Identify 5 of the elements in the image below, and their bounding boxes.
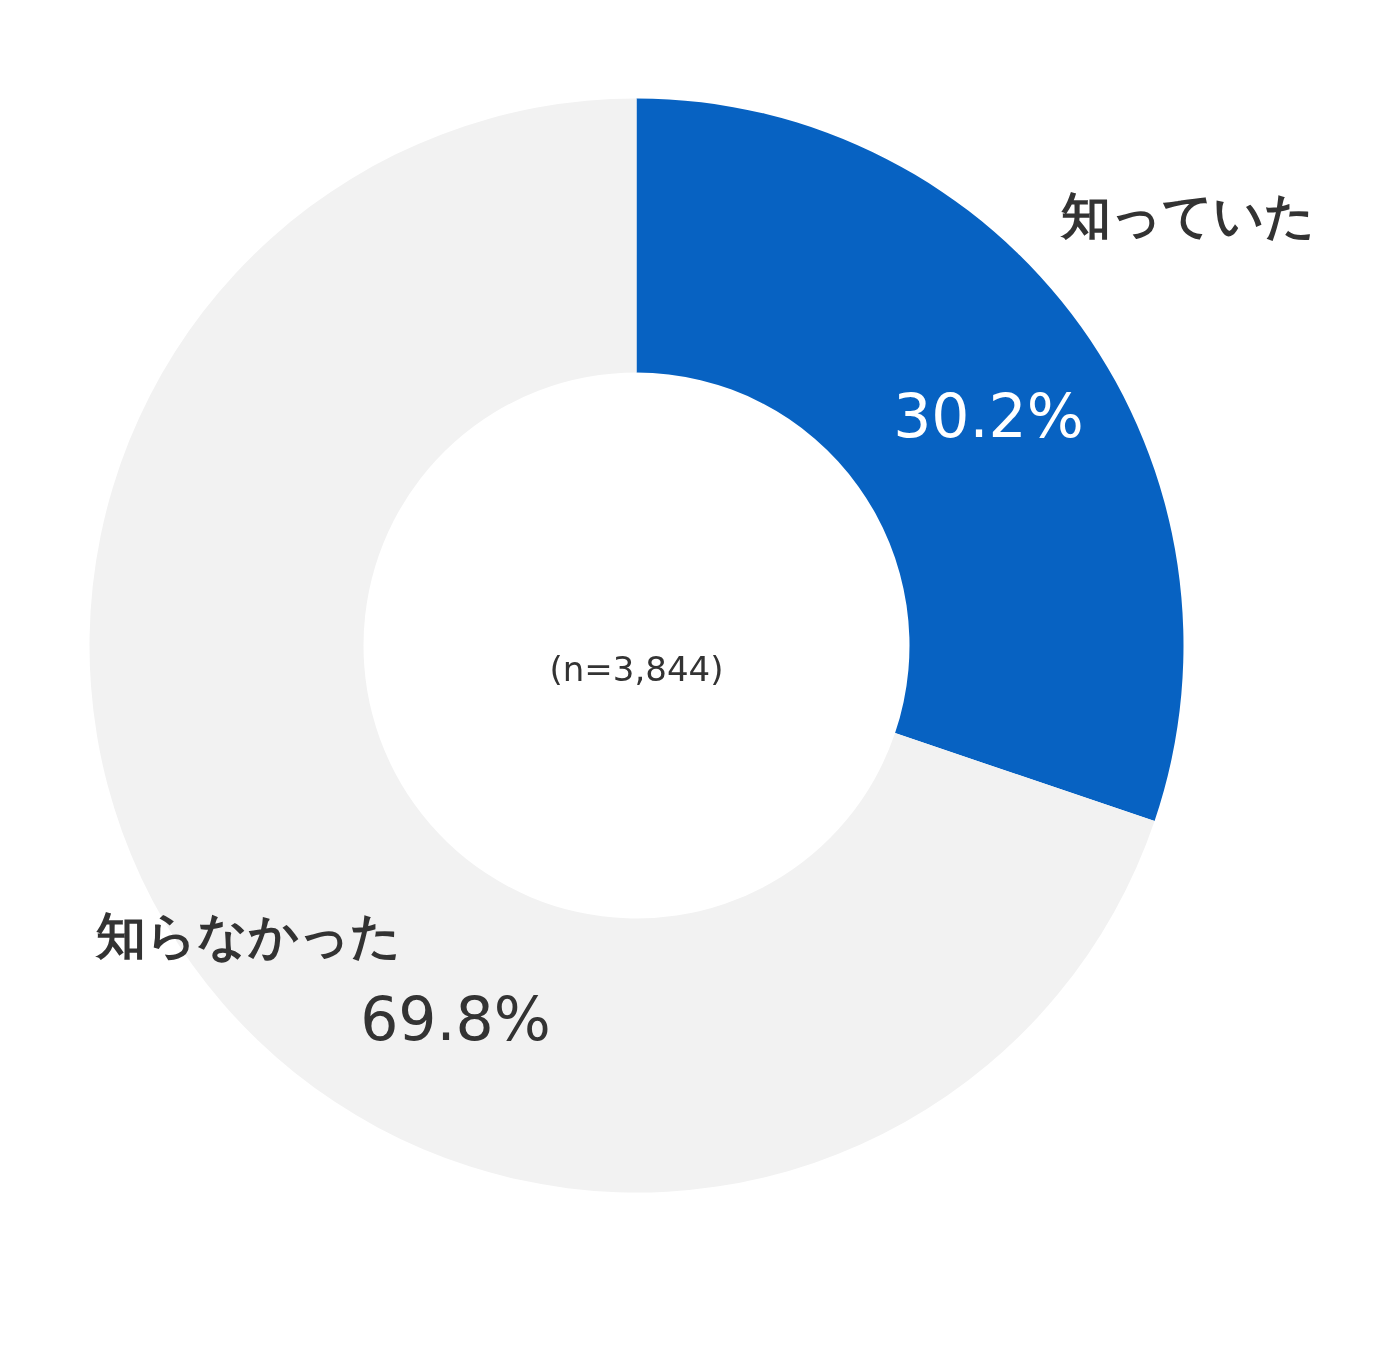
slice-label: 知っていた <box>1059 186 1315 245</box>
text: (n=3,844) <box>549 648 724 689</box>
data-label: 69.8% <box>360 983 551 1054</box>
data-label: 30.2% <box>893 380 1084 451</box>
slice-label: 知らなかった <box>94 906 401 965</box>
